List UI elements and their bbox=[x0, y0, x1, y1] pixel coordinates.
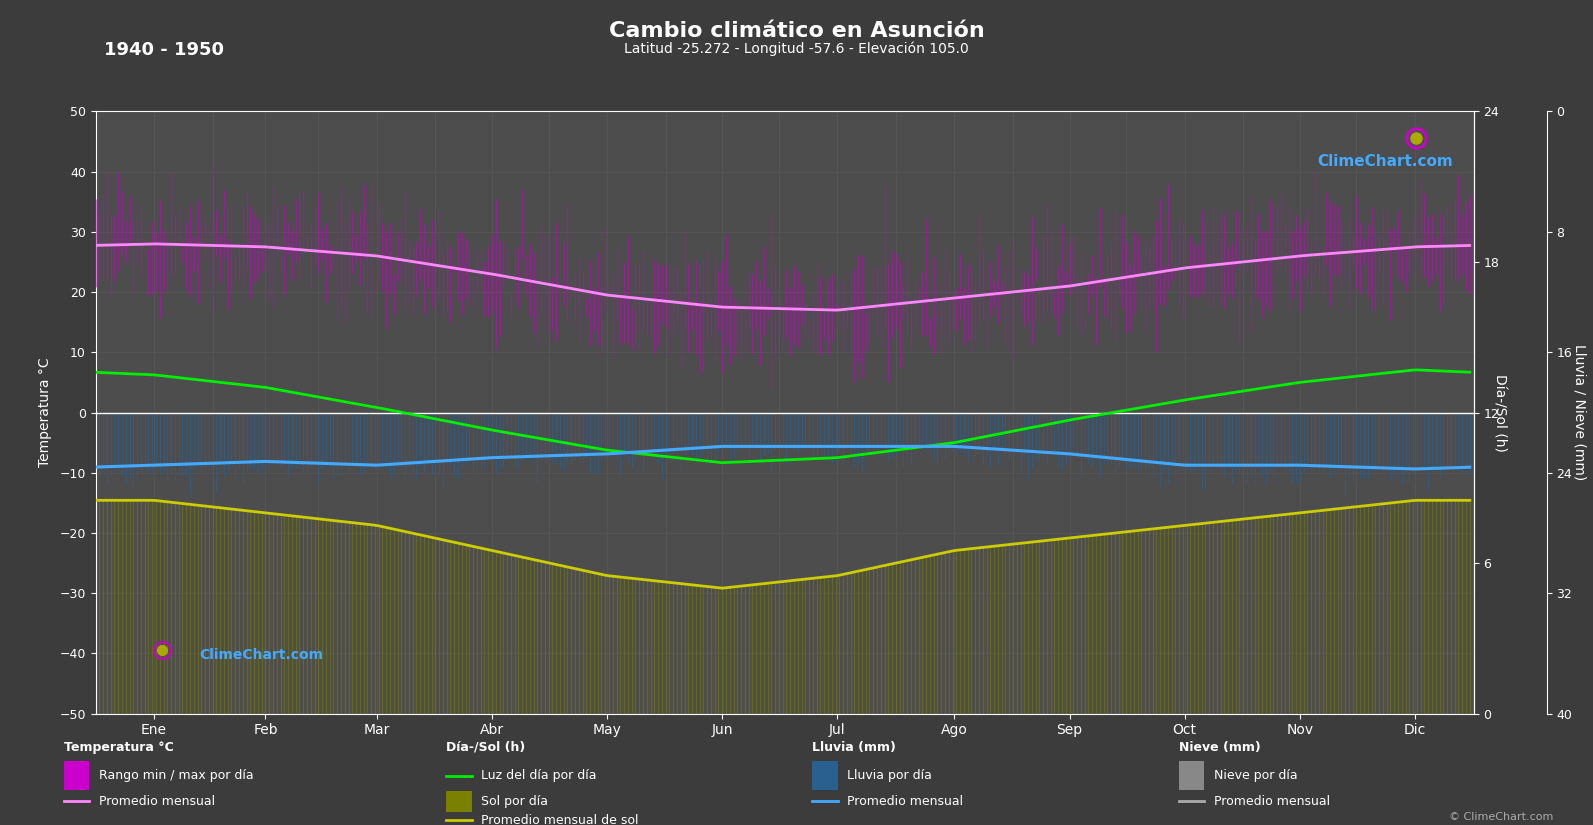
Text: Nieve (mm): Nieve (mm) bbox=[1179, 741, 1260, 754]
Text: 1940 - 1950: 1940 - 1950 bbox=[104, 41, 223, 59]
Text: Promedio mensual: Promedio mensual bbox=[99, 794, 215, 808]
Text: Día-/Sol (h): Día-/Sol (h) bbox=[446, 741, 526, 754]
Text: Sol por día: Sol por día bbox=[481, 794, 548, 808]
Text: ClimeChart.com: ClimeChart.com bbox=[1317, 153, 1453, 168]
Text: Promedio mensual: Promedio mensual bbox=[1214, 794, 1330, 808]
Bar bbox=[446, 791, 472, 812]
Y-axis label: Temperatura °C: Temperatura °C bbox=[38, 358, 53, 467]
Text: Cambio climático en Asunción: Cambio climático en Asunción bbox=[609, 21, 984, 40]
Y-axis label: Día-/Sol (h): Día-/Sol (h) bbox=[1493, 374, 1505, 451]
Text: Rango min / max por día: Rango min / max por día bbox=[99, 769, 253, 782]
Text: Promedio mensual de sol: Promedio mensual de sol bbox=[481, 813, 639, 825]
Text: Nieve por día: Nieve por día bbox=[1214, 769, 1297, 782]
Text: Luz del día por día: Luz del día por día bbox=[481, 769, 597, 782]
Text: Latitud -25.272 - Longitud -57.6 - Elevación 105.0: Latitud -25.272 - Longitud -57.6 - Eleva… bbox=[624, 41, 969, 56]
Text: Promedio mensual: Promedio mensual bbox=[847, 794, 964, 808]
Y-axis label: Lluvia / Nieve (mm): Lluvia / Nieve (mm) bbox=[1572, 344, 1587, 481]
Text: © ClimeChart.com: © ClimeChart.com bbox=[1448, 813, 1553, 823]
Bar bbox=[1179, 761, 1204, 790]
Bar bbox=[64, 761, 89, 790]
Text: ClimeChart.com: ClimeChart.com bbox=[199, 648, 323, 662]
Text: Temperatura °C: Temperatura °C bbox=[64, 741, 174, 754]
Text: Lluvia (mm): Lluvia (mm) bbox=[812, 741, 897, 754]
Bar bbox=[812, 761, 838, 790]
Text: Lluvia por día: Lluvia por día bbox=[847, 769, 932, 782]
